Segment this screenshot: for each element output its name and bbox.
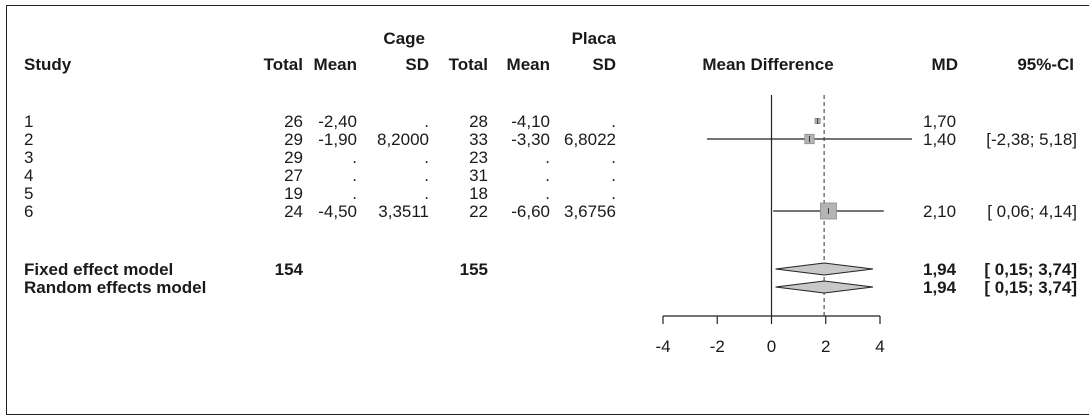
mean-difference-header: Mean Difference bbox=[702, 55, 833, 74]
sd1-cell: 8,2000 bbox=[377, 130, 429, 149]
pooled-diamond bbox=[775, 262, 874, 276]
md-cell: 1,70 bbox=[923, 112, 956, 131]
study-label: 4 bbox=[24, 166, 33, 185]
fixed-md: 1,94 bbox=[923, 260, 957, 279]
total2-cell: 18 bbox=[469, 184, 488, 203]
mean1-cell: -2,40 bbox=[318, 112, 357, 131]
mean1-cell: -1,90 bbox=[318, 130, 357, 149]
total1-cell: 27 bbox=[284, 166, 303, 185]
group2-header: Placa bbox=[572, 29, 617, 48]
fixed-model-label: Fixed effect model bbox=[24, 260, 173, 279]
ci-cell: [-2,38; 5,18] bbox=[986, 130, 1077, 149]
sd1-cell: . bbox=[424, 148, 429, 167]
study-label: 5 bbox=[24, 184, 33, 203]
pooled-diamond bbox=[775, 280, 874, 294]
group1-header: Cage bbox=[383, 29, 425, 48]
mean2-cell: . bbox=[545, 148, 550, 167]
total2-cell: 28 bbox=[469, 112, 488, 131]
ci-cell: [ 0,06; 4,14] bbox=[987, 202, 1077, 221]
fixed-total1: 154 bbox=[275, 260, 304, 279]
md-cell: 2,10 bbox=[923, 202, 956, 221]
forest-marks bbox=[706, 95, 913, 316]
table-header: Cage Placa Study Total Mean SD Total Mea… bbox=[24, 29, 1074, 74]
sd1-header: SD bbox=[405, 55, 429, 74]
sd1-cell: 3,3511 bbox=[378, 202, 429, 221]
study-rows: 1 26 -2,40 . 28 -4,10 . 1,70 2 29 -1,90 … bbox=[24, 112, 1077, 221]
total2-cell: 31 bbox=[469, 166, 488, 185]
mean1-cell: . bbox=[352, 184, 357, 203]
forest-plot: Cage Placa Study Total Mean SD Total Mea… bbox=[24, 29, 1077, 356]
study-label: 6 bbox=[24, 202, 33, 221]
total2-cell: 33 bbox=[469, 130, 488, 149]
md-header: MD bbox=[932, 55, 958, 74]
x-tick-label: 2 bbox=[821, 337, 830, 356]
total1-cell: 24 bbox=[284, 202, 303, 221]
x-axis: -4 -2 0 2 4 bbox=[655, 315, 885, 356]
x-tick-label: -2 bbox=[710, 337, 725, 356]
mean2-cell: -3,30 bbox=[511, 130, 550, 149]
ci-header: 95%-CI bbox=[1017, 55, 1074, 74]
mean2-cell: -6,60 bbox=[511, 202, 550, 221]
random-model-label: Random effects model bbox=[24, 278, 206, 297]
random-md: 1,94 bbox=[923, 278, 957, 297]
sd2-cell: . bbox=[611, 166, 616, 185]
mean1-cell: -4,50 bbox=[318, 202, 357, 221]
random-ci: [ 0,15; 3,74] bbox=[984, 278, 1077, 297]
fixed-ci: [ 0,15; 3,74] bbox=[984, 260, 1077, 279]
total1-cell: 26 bbox=[284, 112, 303, 131]
summary-rows: Fixed effect model 154 155 1,94 [ 0,15; … bbox=[24, 260, 1077, 297]
mean2-cell: -4,10 bbox=[511, 112, 550, 131]
x-tick-label: 4 bbox=[875, 337, 884, 356]
sd1-cell: . bbox=[424, 166, 429, 185]
mean1-header: Mean bbox=[314, 55, 357, 74]
sd2-header: SD bbox=[592, 55, 616, 74]
total1-cell: 29 bbox=[284, 130, 303, 149]
study-label: 2 bbox=[24, 130, 33, 149]
total1-cell: 19 bbox=[284, 184, 303, 203]
sd2-cell: 3,6756 bbox=[564, 202, 616, 221]
sd1-cell: . bbox=[424, 112, 429, 131]
study-label: 3 bbox=[24, 148, 33, 167]
sd1-cell: . bbox=[424, 184, 429, 203]
sd2-cell: . bbox=[611, 148, 616, 167]
mean1-cell: . bbox=[352, 148, 357, 167]
mean2-header: Mean bbox=[507, 55, 550, 74]
sd2-cell: 6,8022 bbox=[564, 130, 616, 149]
md-cell: 1,40 bbox=[923, 130, 956, 149]
x-tick-label: 0 bbox=[767, 337, 776, 356]
mean2-cell: . bbox=[545, 166, 550, 185]
total1-header: Total bbox=[264, 55, 303, 74]
study-label: 1 bbox=[24, 112, 33, 131]
mean2-cell: . bbox=[545, 184, 550, 203]
sd2-cell: . bbox=[611, 112, 616, 131]
x-tick-label: -4 bbox=[655, 337, 670, 356]
total2-cell: 22 bbox=[469, 202, 488, 221]
sd2-cell: . bbox=[611, 184, 616, 203]
total2-cell: 23 bbox=[469, 148, 488, 167]
study-header: Study bbox=[24, 55, 72, 74]
mean1-cell: . bbox=[352, 166, 357, 185]
total2-header: Total bbox=[449, 55, 488, 74]
fixed-total2: 155 bbox=[460, 260, 488, 279]
total1-cell: 29 bbox=[284, 148, 303, 167]
